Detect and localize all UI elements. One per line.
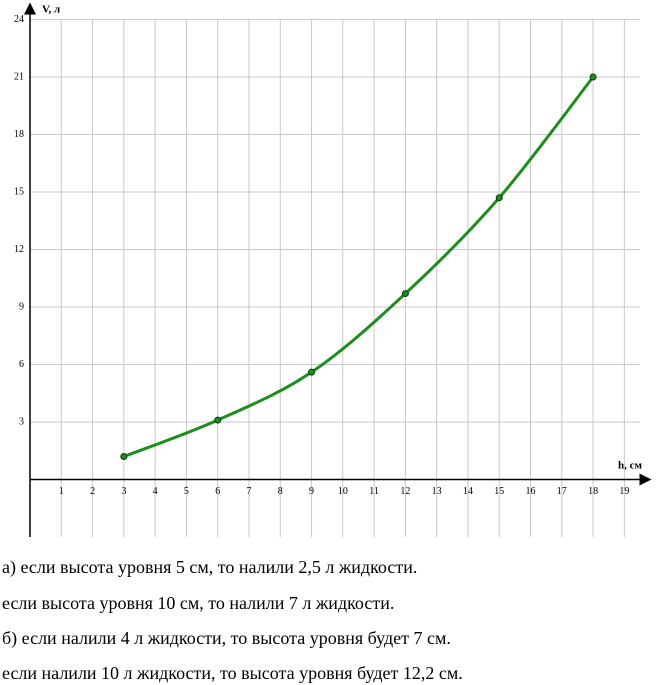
x-tick-label: 4 bbox=[153, 486, 158, 497]
y-tick-label: 9 bbox=[19, 301, 24, 312]
data-point bbox=[120, 453, 128, 460]
x-tick-label: 19 bbox=[619, 486, 629, 497]
y-tick-label: 21 bbox=[14, 71, 24, 82]
x-tick-label: 5 bbox=[184, 486, 189, 497]
x-tick-label: 13 bbox=[432, 486, 442, 497]
x-tick-label: 9 bbox=[309, 486, 314, 497]
data-point bbox=[589, 73, 597, 81]
data-point bbox=[308, 368, 316, 376]
x-tick-label: 6 bbox=[215, 486, 220, 497]
x-tick-label: 17 bbox=[557, 486, 567, 497]
y-axis-label: V, л bbox=[42, 4, 60, 16]
curve bbox=[123, 76, 595, 458]
x-tick-label: 2 bbox=[90, 486, 95, 497]
x-axis-label: h, см bbox=[618, 460, 643, 472]
x-tick-label: 18 bbox=[588, 486, 598, 497]
x-tick-label: 14 bbox=[463, 486, 473, 497]
y-tick-label: 12 bbox=[14, 244, 24, 255]
y-tick-label: 24 bbox=[14, 14, 24, 25]
x-tick-label: 1 bbox=[59, 486, 64, 497]
x-tick-label: 10 bbox=[338, 486, 348, 497]
y-tick-label: 3 bbox=[19, 416, 24, 427]
y-tick-label: 6 bbox=[19, 359, 24, 370]
x-tick-label: 11 bbox=[369, 486, 379, 497]
answer-line: а) если высота уровня 5 см, то налили 2,… bbox=[2, 557, 417, 578]
answer-line: б) если налили 4 л жидкости, то высота у… bbox=[2, 628, 451, 649]
data-point bbox=[214, 416, 222, 424]
x-tick-label: 8 bbox=[278, 486, 283, 497]
x-tick-label: 3 bbox=[121, 486, 126, 497]
x-tick-label: 16 bbox=[526, 486, 536, 497]
answer-line: если высота уровня 10 см, то налили 7 л … bbox=[2, 593, 394, 613]
y-tick-label: 15 bbox=[14, 186, 24, 197]
y-tick-label: 18 bbox=[14, 129, 24, 140]
data-point bbox=[401, 290, 409, 298]
x-tick-label: 12 bbox=[400, 486, 410, 497]
x-tick-label: 15 bbox=[494, 486, 504, 497]
answer-line: если налили 10 л жидкости, то высота уро… bbox=[2, 663, 463, 683]
data-point bbox=[495, 194, 503, 202]
x-tick-label: 7 bbox=[246, 486, 251, 497]
